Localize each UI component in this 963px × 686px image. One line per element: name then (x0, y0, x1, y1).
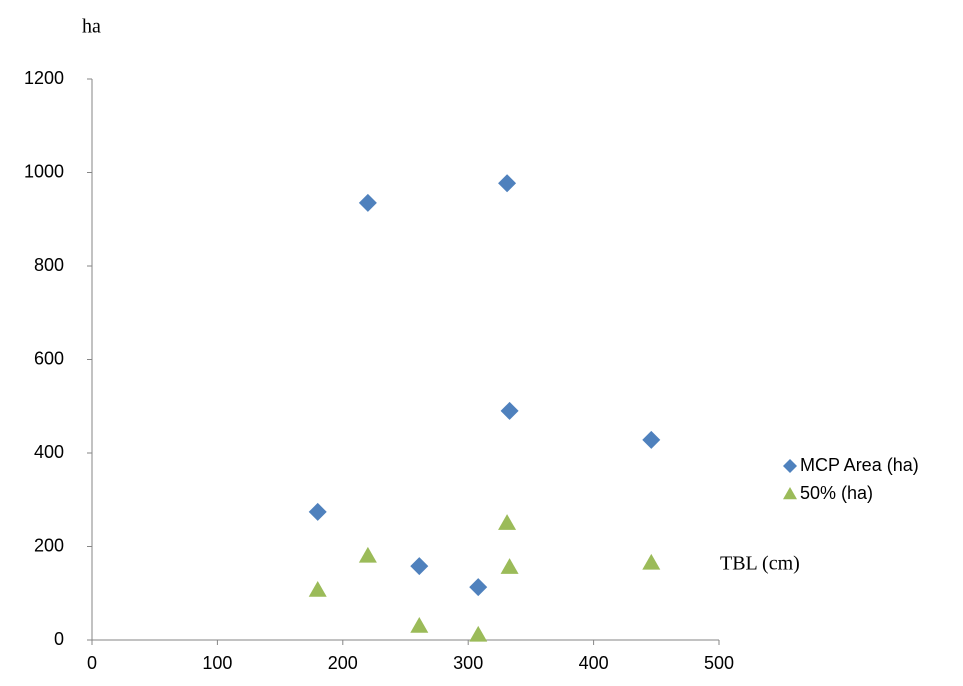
point (469, 578, 487, 596)
x-tick-label: 500 (704, 653, 734, 673)
x-tick-label: 400 (579, 653, 609, 673)
y-tick-label: 400 (34, 442, 64, 462)
y-tick-label: 600 (34, 348, 64, 368)
point (498, 174, 516, 192)
point (309, 503, 327, 521)
legend-label: 50% (ha) (800, 483, 873, 503)
y-axis-label: ha (82, 16, 101, 38)
y-tick-label: 1000 (24, 161, 64, 181)
point (359, 547, 377, 563)
legend-marker (783, 459, 797, 473)
point (469, 626, 487, 642)
point (501, 558, 519, 574)
x-tick-label: 100 (202, 653, 232, 673)
x-tick-label: 0 (87, 653, 97, 673)
x-tick-label: 200 (328, 653, 358, 673)
point (309, 581, 327, 597)
point (410, 617, 428, 633)
y-tick-label: 200 (34, 535, 64, 555)
point (501, 402, 519, 420)
y-tick-label: 1200 (24, 68, 64, 88)
y-tick-label: 800 (34, 255, 64, 275)
chart: ha TBL (cm) 0 200 400 600 800 1000 1200 0 100 200… (0, 0, 963, 686)
point (642, 554, 660, 570)
y-tick-label: 0 (54, 629, 64, 649)
legend-marker (783, 487, 797, 499)
point (498, 514, 516, 530)
point (410, 557, 428, 575)
point (359, 194, 377, 212)
x-axis-label: TBL (cm) (720, 553, 800, 575)
x-tick-label: 300 (453, 653, 483, 673)
legend-label: MCP Area (ha) (800, 455, 919, 475)
point (642, 431, 660, 449)
